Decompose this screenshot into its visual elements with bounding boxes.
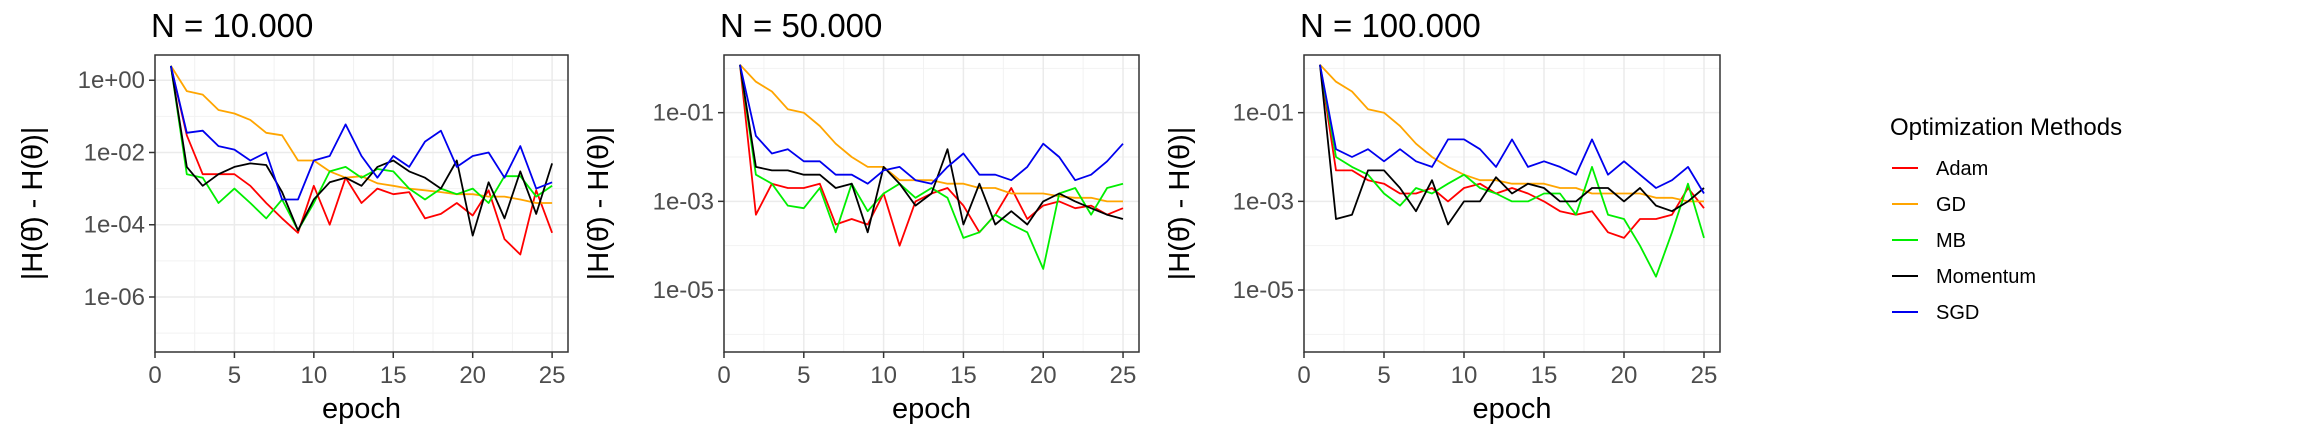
- panel-border: [1303, 54, 1721, 353]
- y-tick-label: 1e+00: [78, 67, 145, 94]
- x-axis-title: epoch: [1472, 393, 1551, 425]
- legend-label-adam: Adam: [1936, 158, 1988, 180]
- x-tick-label: 20: [459, 362, 486, 389]
- y-axis-title: |H(θ̂) - H(θ)|: [1164, 127, 1196, 281]
- x-tick-label: 5: [1377, 362, 1390, 389]
- x-tick-label: 20: [1611, 362, 1638, 389]
- panel-border: [154, 54, 569, 353]
- x-tick-label: 0: [1297, 362, 1310, 389]
- y-tick-label: 1e-02: [84, 139, 145, 166]
- legend-label-gd: GD: [1936, 194, 1966, 216]
- panel-2: 0 5 10 15 20 25 1e-05 1e-03 1e-01 N = 50.000 epoch…: [583, 7, 1140, 425]
- legend-label-sgd: SGD: [1936, 302, 1979, 324]
- x-tick-label: 20: [1030, 362, 1057, 389]
- plot-background: [724, 55, 1139, 352]
- x-tick-label: 5: [797, 362, 810, 389]
- panel-1: 0 5 10 15 20 25 1e-06 1e-04 1e-02 1e+00N = 10.000…: [17, 7, 569, 425]
- y-tick-label: 1e-01: [653, 100, 714, 127]
- series-line-momentum: [739, 64, 1124, 234]
- x-tick-label: 25: [1110, 362, 1137, 389]
- series-line-mb: [170, 65, 553, 232]
- legend-label-mb: MB: [1936, 230, 1966, 252]
- panel-border: [723, 54, 1140, 353]
- legend-label-momentum: Momentum: [1936, 266, 2036, 288]
- x-tick-label: 25: [539, 362, 566, 389]
- y-axis-title: |H(θ̂) - H(θ)|: [583, 127, 615, 281]
- x-tick-label: 5: [228, 362, 241, 389]
- y-axis-title: |H(θ̂) - H(θ)|: [17, 127, 49, 281]
- series-line-momentum: [170, 65, 553, 237]
- series-line-momentum: [1319, 64, 1705, 226]
- panel-title: N = 50.000: [720, 7, 882, 44]
- y-tick-label: 1e-04: [84, 212, 145, 239]
- plot-background: [1304, 55, 1720, 352]
- x-tick-label: 15: [950, 362, 977, 389]
- series-line-adam: [1319, 64, 1705, 239]
- y-tick-label: 1e-06: [84, 284, 145, 311]
- x-tick-label: 10: [300, 362, 327, 389]
- x-axis-title: epoch: [322, 393, 401, 425]
- legend: Optimization Methods Adam GD MB Momentum SGD: [1890, 114, 2122, 324]
- x-axis-title: epoch: [892, 393, 971, 425]
- series-line-sgd: [170, 65, 553, 201]
- series-line-sgd: [1319, 64, 1705, 194]
- x-tick-label: 10: [870, 362, 897, 389]
- x-tick-label: 25: [1691, 362, 1718, 389]
- y-tick-label: 1e-03: [1233, 188, 1294, 215]
- x-tick-label: 15: [1531, 362, 1558, 389]
- series-line-mb: [1319, 64, 1705, 278]
- y-tick-label: 1e-01: [1233, 100, 1294, 127]
- x-tick-label: 15: [380, 362, 407, 389]
- y-tick-label: 1e-03: [653, 188, 714, 215]
- panel-title: N = 100.000: [1300, 7, 1481, 44]
- x-tick-label: 10: [1451, 362, 1478, 389]
- y-tick-label: 1e-05: [653, 277, 714, 304]
- y-tick-label: 1e-05: [1233, 277, 1294, 304]
- x-tick-label: 0: [717, 362, 730, 389]
- series-line-gd: [1319, 64, 1704, 203]
- x-tick-label: 0: [148, 362, 161, 389]
- panel-3: 0 5 10 15 20 25 1e-05 1e-03 1e-01 N = 100.000 epoc…: [1164, 7, 1721, 425]
- series-line-adam: [170, 65, 553, 256]
- panel-title: N = 10.000: [151, 7, 313, 44]
- series-line-gd: [170, 65, 553, 204]
- series-line-sgd: [739, 64, 1124, 185]
- legend-title: Optimization Methods: [1890, 114, 2122, 141]
